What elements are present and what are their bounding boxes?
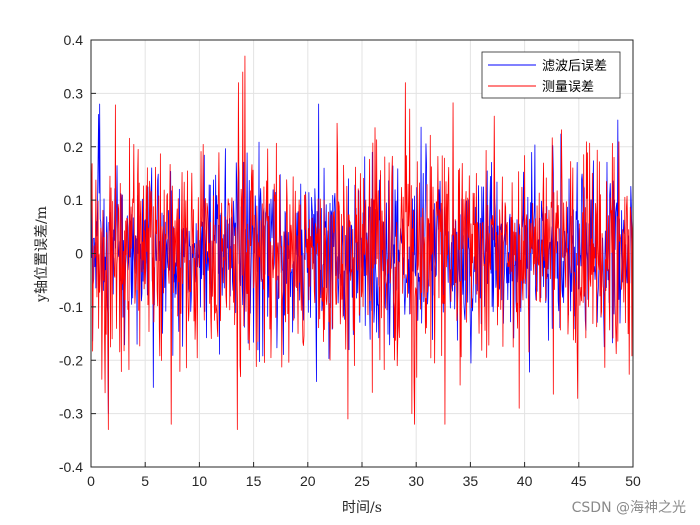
ticks: 0 5 10 15 20 25 30 35 40 45 50 -0.4 -0.3 -0.2 -0.1 0 0.1… (59, 32, 641, 489)
legend: 滤波后误差 测量误差 (481, 51, 621, 99)
y-tick-label: -0.4 (59, 459, 83, 475)
y-axis-label: y轴位置误差/m (34, 206, 50, 303)
y-tick-label: 0.2 (64, 139, 84, 155)
legend-entry-filtered: 滤波后误差 (542, 59, 607, 74)
x-tick-label: 35 (463, 473, 479, 489)
y-tick-label: 0.4 (64, 32, 84, 48)
legend-entry-measured: 测量误差 (542, 80, 594, 95)
watermark: CSDN @海神之光 (571, 500, 686, 516)
x-tick-label: 45 (571, 473, 587, 489)
series-layer (90, 55, 634, 431)
x-tick-label: 15 (246, 473, 262, 489)
x-tick-label: 30 (408, 473, 424, 489)
x-axis-label: 时间/s (342, 500, 382, 516)
x-tick-label: 40 (517, 473, 533, 489)
y-tick-label: -0.1 (59, 299, 83, 315)
y-tick-label: 0.3 (64, 85, 84, 101)
x-tick-label: 10 (192, 473, 208, 489)
x-tick-label: 20 (300, 473, 316, 489)
x-tick-label: 0 (87, 473, 95, 489)
x-tick-label: 25 (354, 473, 370, 489)
y-tick-label: 0 (75, 246, 83, 262)
legend-box (481, 51, 621, 99)
y-tick-label: 0.1 (64, 192, 84, 208)
series-measurement-error-line (90, 55, 634, 431)
x-tick-label: 50 (625, 473, 641, 489)
y-tick-label: -0.2 (59, 352, 83, 368)
x-tick-label: 5 (141, 473, 149, 489)
y-tick-label: -0.3 (59, 406, 83, 422)
